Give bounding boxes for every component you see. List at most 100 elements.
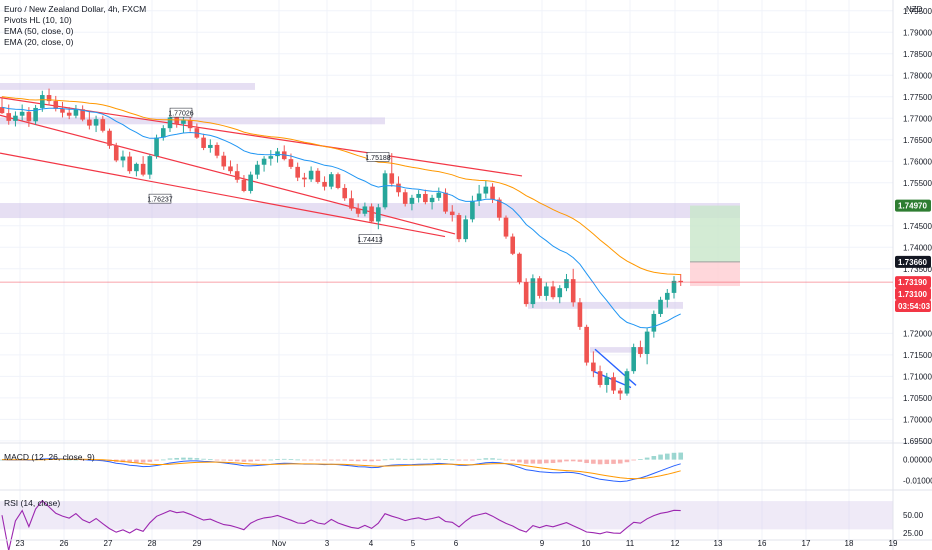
- candle-up: [181, 120, 186, 124]
- candle-up: [40, 95, 45, 108]
- time-tick: 10: [582, 539, 591, 548]
- price-tag-timer: [895, 300, 931, 313]
- pivot-label: 1.76237: [147, 197, 172, 204]
- macd-histogram-bar: [638, 459, 643, 460]
- macd-histogram-bar: [342, 459, 348, 461]
- macd-histogram-bar: [154, 459, 159, 461]
- ema20-line: [1, 106, 681, 329]
- candle-down: [335, 174, 341, 188]
- pivot-box: [148, 193, 172, 204]
- macd-histogram-bar: [517, 459, 522, 463]
- long-position-tool[interactable]: [690, 205, 740, 287]
- rsi-title[interactable]: RSI (14, close): [4, 498, 61, 508]
- time-tick: 29: [193, 539, 202, 548]
- price-tick: 1.70000: [903, 415, 932, 424]
- macd-histogram-bar: [66, 459, 72, 461]
- pivot-label: 1.74413: [357, 237, 382, 244]
- price-channel[interactable]: [0, 97, 637, 389]
- rsi-pane: [0, 499, 893, 550]
- candle-down: [503, 217, 509, 237]
- ema-lines: [1, 96, 681, 329]
- macd-histogram-bar: [221, 459, 227, 461]
- time-tick: 12: [671, 539, 680, 548]
- candle-up: [382, 173, 388, 208]
- macd-histogram-bar: [389, 458, 395, 460]
- price-tick: 1.71500: [903, 351, 932, 360]
- candle-down: [577, 302, 583, 327]
- candle-down: [389, 173, 395, 184]
- candle-up: [544, 286, 549, 296]
- time-tick: 6: [454, 539, 459, 548]
- macd-histogram-bar: [275, 459, 280, 460]
- pivot-labels: 1.77026 1.76237 1.75188 1.74413: [147, 107, 391, 244]
- target-zone: [690, 205, 740, 262]
- candle-up: [73, 109, 79, 116]
- macd-histogram-bar: [214, 459, 220, 461]
- candle-up: [470, 200, 475, 220]
- macd-histogram-bar: [194, 458, 200, 460]
- candle-up: [658, 299, 663, 314]
- indicator-ema20[interactable]: EMA (20, close, 0): [4, 37, 74, 47]
- candle-up: [463, 219, 468, 240]
- price-tick: 1.74500: [903, 222, 932, 231]
- price-tick: 1.76500: [903, 136, 932, 145]
- macd-histogram-bar: [295, 459, 300, 461]
- candle-down: [517, 253, 522, 283]
- candle-down: [187, 120, 193, 129]
- macd-histogram-bar: [658, 454, 663, 460]
- macd-line: [1, 458, 681, 483]
- price-tick: 1.72000: [903, 329, 932, 338]
- channel-line: [0, 152, 446, 238]
- candle-up: [651, 313, 657, 332]
- macd-histogram-bar: [355, 459, 361, 462]
- macd-histogram-bar: [503, 459, 509, 461]
- macd-title[interactable]: MACD (12, 26, close, 9): [4, 452, 95, 462]
- time-tick: 3: [325, 539, 330, 548]
- macd-histogram-bar: [617, 459, 623, 464]
- macd-histogram-bar: [261, 459, 267, 461]
- macd-histogram-bar: [584, 459, 589, 464]
- candle-down: [496, 199, 502, 218]
- indicator-ema50[interactable]: EMA (50, close, 0): [4, 26, 74, 36]
- macd-histogram-bar: [174, 457, 180, 460]
- sr-zone: [0, 83, 255, 90]
- rsi-tick: 50.00: [903, 511, 924, 520]
- price-tag-label: 1.73190: [898, 278, 927, 287]
- pivot-label: 1.77026: [168, 111, 193, 118]
- candle-down: [127, 156, 132, 172]
- time-tick: 13: [714, 539, 723, 548]
- macd-histogram-bar: [577, 459, 583, 462]
- macd-histogram-bar: [664, 453, 670, 460]
- macd-histogram-bar: [208, 459, 213, 460]
- candle-up: [429, 197, 435, 203]
- candle-down: [228, 166, 233, 172]
- price-tag-label: 1.73660: [898, 258, 927, 267]
- candle-down: [315, 170, 321, 182]
- candle-down: [523, 282, 529, 305]
- candle-up: [275, 151, 280, 157]
- candle-up: [255, 164, 260, 175]
- candle-up: [644, 331, 650, 354]
- price-tag-target: [895, 199, 931, 212]
- macd-histogram-bar: [624, 459, 630, 463]
- indicator-pivots[interactable]: Pivots HL (10, 10): [4, 15, 72, 25]
- chart-legend: Euro / New Zealand Dollar, 4h, FXCM Pivo…: [4, 4, 146, 48]
- candle-down: [396, 183, 401, 193]
- symbol-title[interactable]: Euro / New Zealand Dollar, 4h, FXCM: [4, 4, 147, 14]
- time-tick: 23: [16, 539, 25, 548]
- candle-up: [160, 128, 166, 138]
- macd-histogram-bar: [611, 459, 616, 464]
- pivot-box: [366, 152, 390, 162]
- macd-histogram-bar: [631, 459, 636, 461]
- macd-histogram-bar: [248, 459, 253, 462]
- candle-up: [268, 156, 274, 159]
- candle-down: [46, 95, 52, 102]
- price-tick: 1.76000: [903, 157, 932, 166]
- macd-histogram-bar: [201, 458, 206, 460]
- candle-up: [13, 115, 18, 121]
- candle-up: [120, 156, 126, 161]
- candle-down: [6, 113, 12, 121]
- candle-down: [591, 362, 596, 372]
